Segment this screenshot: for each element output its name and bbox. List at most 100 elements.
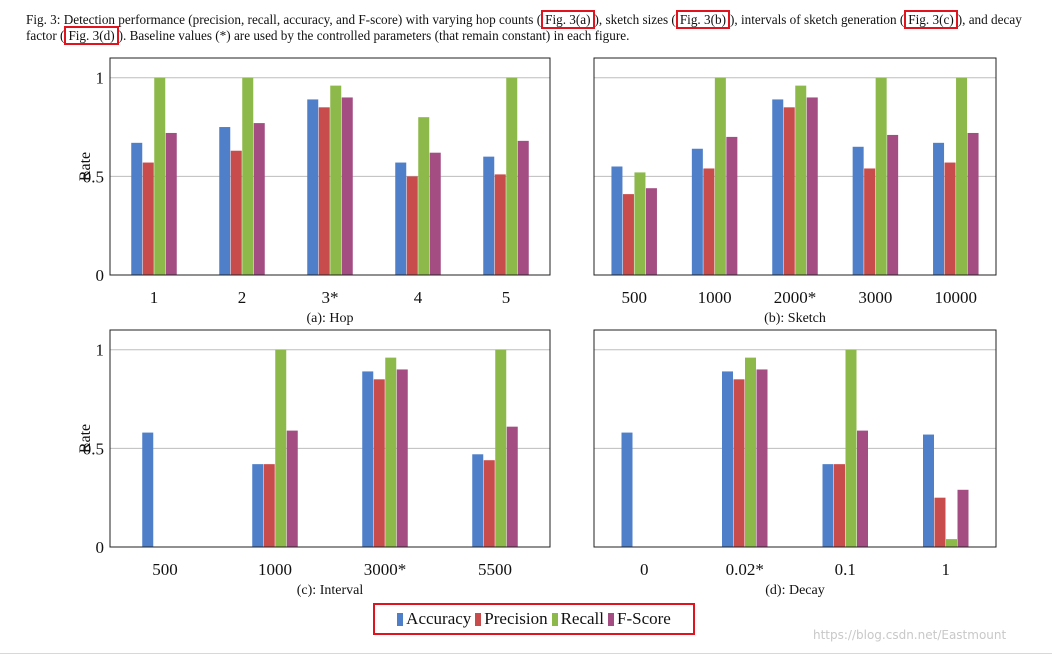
bar-accuracy-0-1: [822, 464, 834, 547]
chart-decay: 0 0.02* 0.1 1 (d): Decay: [593, 329, 997, 607]
plot-frame: [593, 57, 997, 276]
legend-label-precision: Precision: [484, 609, 548, 628]
bar-precision-5500: [483, 460, 495, 547]
y-tick-label-0-5: 0.5: [83, 439, 104, 458]
bar-accuracy-2000-star: [772, 99, 784, 275]
chart-svg-hop: 1 2 3* 4 5 0 0.5 1 Rate (a): Hop: [77, 57, 551, 326]
figure-ref-3a[interactable]: Fig. 3(a): [541, 10, 595, 29]
plot-frame: [109, 329, 551, 548]
chart-svg-sketch: 500 1000 2000* 3000 10000 (b): Sketch: [593, 57, 997, 326]
bar-recall-5500: [495, 349, 507, 547]
legend-swatch-fscore: [608, 612, 614, 626]
x-tick-label-5: 5: [502, 288, 511, 307]
bar-recall-0-02-star: [745, 357, 756, 547]
caption-text-2: ), sketch sizes (: [594, 12, 676, 27]
chart-hop: 1 2 3* 4 5 0 0.5 1 Rate (a): Hop: [77, 57, 551, 335]
y-tick-label-1: 1: [96, 69, 105, 88]
bar-recall-5: [506, 77, 518, 276]
bar-f-score-1000: [286, 430, 298, 547]
bar-precision-3000-star: [373, 379, 385, 547]
legend-label-fscore: F-Score: [617, 609, 671, 628]
bar-recall-2000-star: [795, 85, 807, 275]
legend-swatch-recall: [551, 612, 558, 626]
y-tick-label-0: 0: [96, 266, 105, 285]
bar-precision-1: [934, 497, 946, 547]
bar-recall-2: [242, 77, 254, 276]
x-tick-label-1: 1: [150, 288, 159, 307]
legend-item-accuracy: Accuracy: [397, 609, 471, 629]
x-tick-label-5500: 5500: [478, 560, 512, 579]
bar-recall-1: [946, 539, 957, 547]
chart-svg-interval: 500 1000 3000* 5500 0 0.5 1 Rate (c): Interval: [77, 329, 551, 598]
bar-precision-5: [494, 174, 506, 275]
bar-f-score-2: [253, 123, 265, 275]
bar-f-score-10000: [967, 132, 979, 275]
bar-f-score-3000-star: [396, 369, 408, 547]
x-tick-label-1000: 1000: [698, 288, 732, 307]
bar-accuracy-1000: [691, 148, 703, 275]
x-tick-label-3-star: 3*: [322, 288, 339, 307]
y-tick-label-0-5: 0.5: [83, 167, 104, 186]
caption-text-3: ), intervals of sketch generation (: [729, 12, 905, 27]
y-axis-label: Rate: [77, 424, 94, 453]
x-tick-label-2: 2: [238, 288, 247, 307]
bar-accuracy-4: [395, 162, 407, 275]
bar-recall-0-1: [845, 349, 857, 547]
bar-recall-10000: [956, 77, 968, 276]
x-tick-label-500: 500: [152, 560, 178, 579]
bar-f-score-1000: [726, 136, 738, 275]
caption-text-1: Fig. 3: Detection performance (precision…: [26, 12, 542, 27]
bar-accuracy-5500: [472, 454, 484, 547]
bar-f-score-1: [165, 132, 177, 275]
subfigure-caption: (b): Sketch: [764, 311, 826, 326]
legend-swatch-precision: [475, 612, 482, 626]
bar-f-score-0-1: [857, 430, 868, 547]
bottom-divider: [0, 653, 1052, 654]
chart-legend: Accuracy Precision Recall F-Score: [373, 603, 695, 635]
bar-recall-3000-star: [385, 357, 397, 547]
x-tick-label-10000: 10000: [935, 288, 978, 307]
bar-accuracy-1000: [252, 464, 264, 547]
figure-ref-3d[interactable]: Fig. 3(d): [64, 26, 119, 45]
x-tick-label-3000: 3000: [858, 288, 892, 307]
x-tick-label-500: 500: [621, 288, 647, 307]
watermark: https://blog.csdn.net/Eastmount: [813, 628, 1007, 642]
bar-f-score-1: [957, 489, 969, 547]
bar-accuracy-3000-star: [362, 371, 374, 547]
x-tick-label-0-02-star: 0.02*: [726, 560, 764, 579]
bar-accuracy-500: [611, 166, 623, 275]
chart-svg-decay: 0 0.02* 0.1 1 (d): Decay: [593, 329, 997, 598]
bar-precision-4: [406, 176, 418, 275]
chart-sketch: 500 1000 2000* 3000 10000 (b): Sketch: [593, 57, 997, 335]
bar-accuracy-0-02-star: [722, 371, 733, 547]
bar-precision-10000: [944, 162, 956, 275]
caption-text-5: ). Baseline values (*) are used by the c…: [118, 28, 630, 43]
legend-item-precision: Precision: [475, 609, 548, 629]
y-tick-label-1: 1: [96, 341, 105, 360]
bar-precision-3-star: [318, 107, 330, 275]
x-tick-label-4: 4: [414, 288, 423, 307]
legend-label-recall: Recall: [560, 609, 604, 628]
caption-text-4: ), and decay factor (: [26, 12, 1022, 43]
figure-ref-3b[interactable]: Fig. 3(b): [675, 10, 730, 29]
bar-precision-2000-star: [783, 107, 795, 275]
bar-accuracy-500: [142, 432, 154, 547]
legend-label-accuracy: Accuracy: [406, 609, 472, 628]
x-tick-label-1000: 1000: [258, 560, 292, 579]
bar-precision-2: [230, 150, 242, 275]
bar-f-score-5500: [506, 426, 518, 547]
bar-precision-500: [622, 194, 634, 275]
figure-caption: Fig. 3: Detection performance (precision…: [26, 10, 1044, 45]
bar-precision-1000: [703, 168, 715, 275]
x-tick-label-0: 0: [640, 560, 649, 579]
x-tick-label-2000-star: 2000*: [774, 288, 817, 307]
bar-f-score-3-star: [341, 97, 353, 275]
bar-recall-1000: [275, 349, 287, 547]
bar-f-score-0-02-star: [756, 369, 768, 547]
y-axis-label: Rate: [77, 152, 94, 181]
figure-ref-3c[interactable]: Fig. 3(c): [904, 10, 958, 29]
x-tick-label-1: 1: [942, 560, 951, 579]
legend-item-recall: Recall: [551, 609, 604, 629]
bar-accuracy-10000: [933, 142, 945, 275]
bar-accuracy-3000: [852, 146, 864, 275]
